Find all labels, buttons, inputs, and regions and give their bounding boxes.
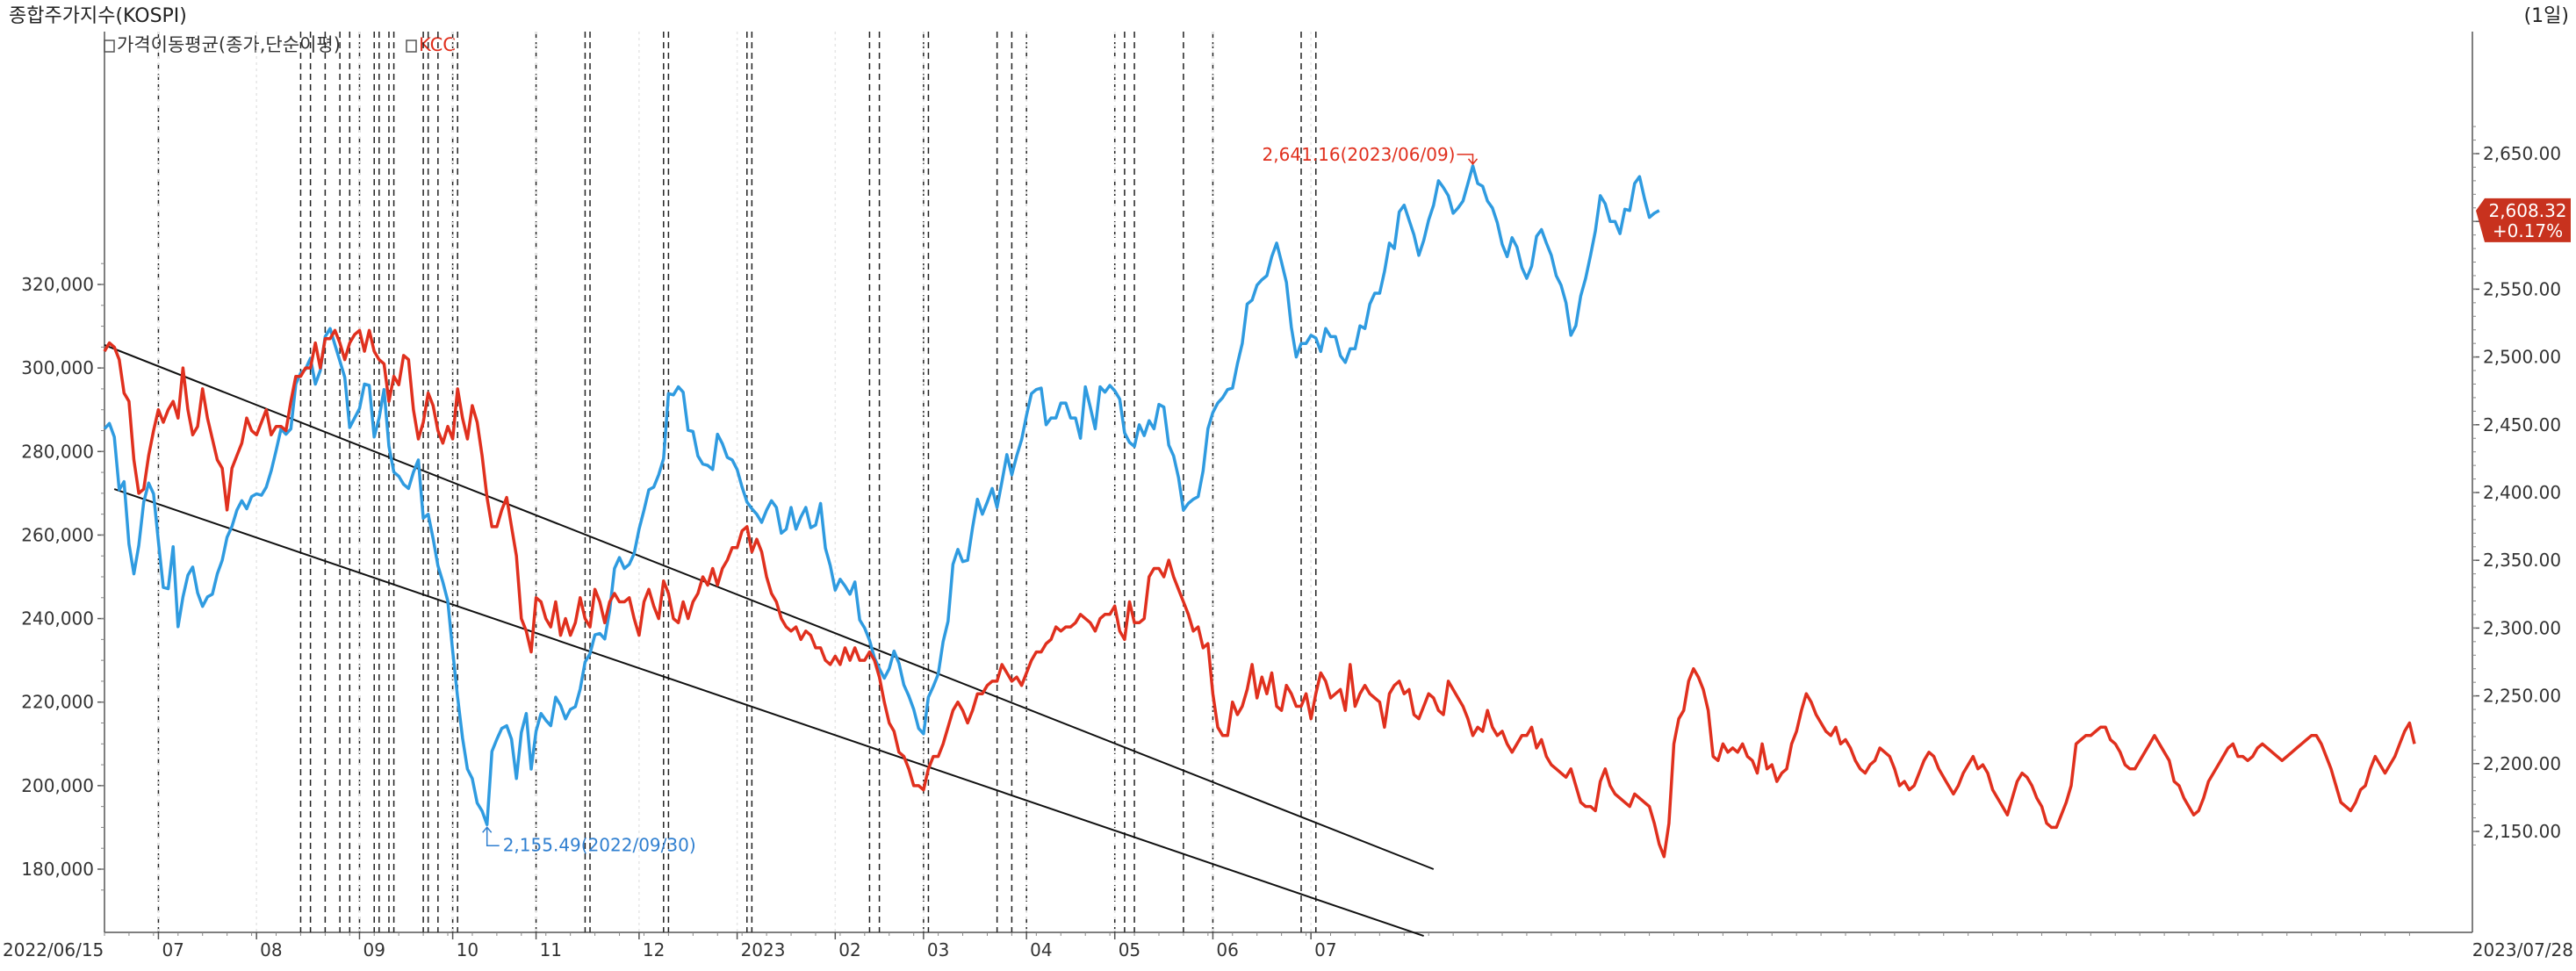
- x-tick-label: 07: [1314, 939, 1336, 960]
- x-tick-label: 04: [1030, 939, 1052, 960]
- y-right-tick-label: 2,650.00: [2483, 143, 2561, 164]
- low-annotation: 2,155.49(2022/09/30): [503, 834, 696, 855]
- chart-title: 종합주가지수(KOSPI): [9, 5, 187, 27]
- y-right-tick-label: 2,150.00: [2483, 821, 2561, 842]
- trendlines: [104, 344, 1435, 938]
- y-left-tick-label: 300,000: [21, 357, 94, 378]
- y-left-tick-label: 180,000: [21, 859, 94, 880]
- low-arrow-icon: [482, 826, 500, 847]
- legend-box-icon: [406, 40, 417, 53]
- x-tick-label: 09: [363, 939, 385, 960]
- x-tick-label: 07: [162, 939, 183, 960]
- x-start-label: 2022/06/15: [3, 939, 104, 960]
- y-left-tick-label: 200,000: [21, 775, 94, 796]
- last-value-badge: [2476, 198, 2571, 242]
- period-label: (1일): [2524, 5, 2569, 27]
- legend-label-kcc: KCC: [419, 34, 456, 55]
- last-change: +0.17%: [2493, 220, 2563, 241]
- y-left-tick-label: 280,000: [21, 441, 94, 462]
- x-tick-label: 08: [260, 939, 282, 960]
- trendline: [104, 344, 1435, 870]
- x-tick-label: 2023: [741, 939, 786, 960]
- x-tick-label: 12: [643, 939, 665, 960]
- x-tick-label: 05: [1119, 939, 1140, 960]
- y-right-tick-label: 2,300.00: [2483, 617, 2561, 638]
- y-right-tick-label: 2,350.00: [2483, 550, 2561, 571]
- x-axis-ticks: 07 08 09 10 11 12 2023 02 03 04 05 06 07: [104, 932, 2410, 960]
- high-annotation: 2,641.16(2023/06/09): [1263, 144, 1456, 165]
- x-tick-label: 10: [457, 939, 479, 960]
- y-left-tick-label: 220,000: [21, 692, 94, 713]
- x-tick-label: 11: [540, 939, 562, 960]
- y-left-tick-label: 240,000: [21, 608, 94, 629]
- y-right-tick-label: 2,450.00: [2483, 414, 2561, 435]
- high-arrow-icon: [1457, 154, 1479, 166]
- trendline: [113, 488, 1424, 938]
- x-end-label: 2023/07/28: [2472, 939, 2573, 960]
- legend-label-ma: 가격이동평균(종가,단순이평): [117, 34, 341, 55]
- last-value: 2,608.32: [2488, 200, 2566, 221]
- y-right-tick-label: 2,550.00: [2483, 278, 2561, 299]
- kcc-line: [103, 328, 2416, 859]
- y-left-tick-label: 320,000: [21, 274, 94, 295]
- x-tick-label: 06: [1216, 939, 1238, 960]
- y-right-tick-label: 2,250.00: [2483, 686, 2561, 707]
- x-tick-label: 03: [927, 939, 949, 960]
- y-right-tick-label: 2,200.00: [2483, 753, 2561, 774]
- y-right-tick-label: 2,400.00: [2483, 482, 2561, 503]
- series-lines: [103, 164, 2416, 859]
- x-tick-label: 02: [838, 939, 860, 960]
- y-left-tick-label: 260,000: [21, 524, 94, 545]
- kospi-line: [103, 164, 1660, 827]
- left-axis-ticks: 180,000 200,000 220,000 240,000 260,000 280,0…: [21, 263, 104, 891]
- y-right-tick-label: 2,500.00: [2483, 347, 2561, 368]
